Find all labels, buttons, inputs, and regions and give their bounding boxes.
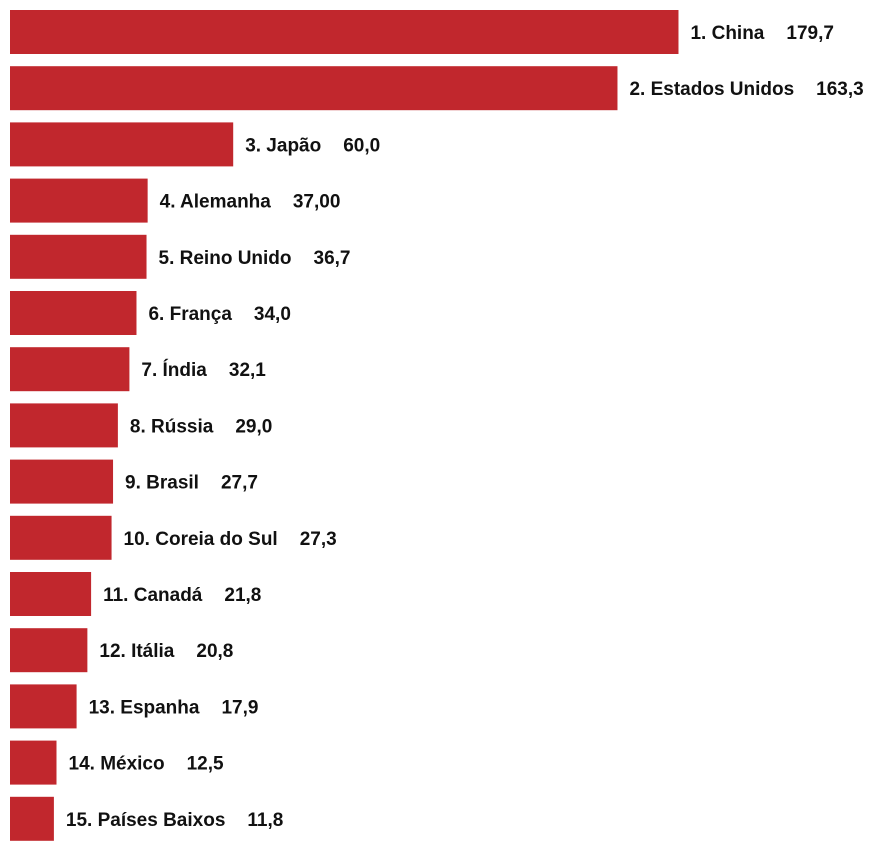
value-label-12: 20,8 — [196, 641, 233, 662]
category-label-14: 14. México — [69, 754, 165, 775]
bar-1 — [10, 10, 679, 54]
category-label-3: 3. Japão — [245, 135, 321, 156]
bar-14 — [10, 740, 57, 785]
value-label-4: 37,00 — [293, 192, 341, 213]
value-label-3: 60,0 — [343, 135, 380, 156]
bar-15 — [10, 796, 54, 841]
value-label-6: 34,0 — [254, 304, 291, 325]
value-label-1: 179,7 — [786, 23, 834, 44]
category-label-10: 10. Coreia do Sul — [124, 529, 278, 550]
category-label-8: 8. Rússia — [130, 416, 214, 437]
category-label-1: 1. China — [690, 23, 764, 44]
bar-8 — [10, 403, 118, 448]
category-label-7: 7. Índia — [141, 359, 207, 381]
bar-2 — [10, 66, 618, 111]
category-label-5: 5. Reino Unido — [159, 248, 292, 269]
bar-7 — [10, 347, 130, 392]
value-label-9: 27,7 — [221, 473, 258, 494]
value-label-11: 21,8 — [224, 585, 261, 606]
category-label-12: 12. Itália — [99, 641, 174, 662]
category-label-2: 2. Estados Unidos — [629, 79, 794, 100]
category-label-11: 11. Canadá — [103, 585, 203, 606]
value-label-7: 32,1 — [229, 360, 266, 381]
bar-3 — [10, 122, 234, 167]
bar-4 — [10, 178, 148, 223]
category-label-9: 9. Brasil — [125, 473, 199, 494]
value-label-15: 11,8 — [247, 810, 283, 831]
bar-6 — [10, 291, 137, 335]
bar-5 — [10, 234, 147, 279]
bar-9 — [10, 459, 114, 504]
bar-10 — [10, 515, 112, 560]
value-label-14: 12,5 — [187, 754, 224, 775]
category-label-4: 4. Alemanha — [160, 192, 272, 213]
value-label-8: 29,0 — [235, 416, 272, 437]
category-label-6: 6. França — [148, 304, 232, 325]
value-label-10: 27,3 — [300, 529, 337, 550]
bar-11 — [10, 572, 92, 616]
category-label-15: 15. Países Baixos — [66, 810, 226, 831]
bar-13 — [10, 684, 77, 729]
value-label-5: 36,7 — [314, 248, 351, 269]
value-label-2: 163,3 — [816, 79, 864, 100]
value-label-13: 17,9 — [221, 697, 258, 718]
category-label-13: 13. Espanha — [89, 697, 200, 718]
bar-12 — [10, 628, 88, 673]
